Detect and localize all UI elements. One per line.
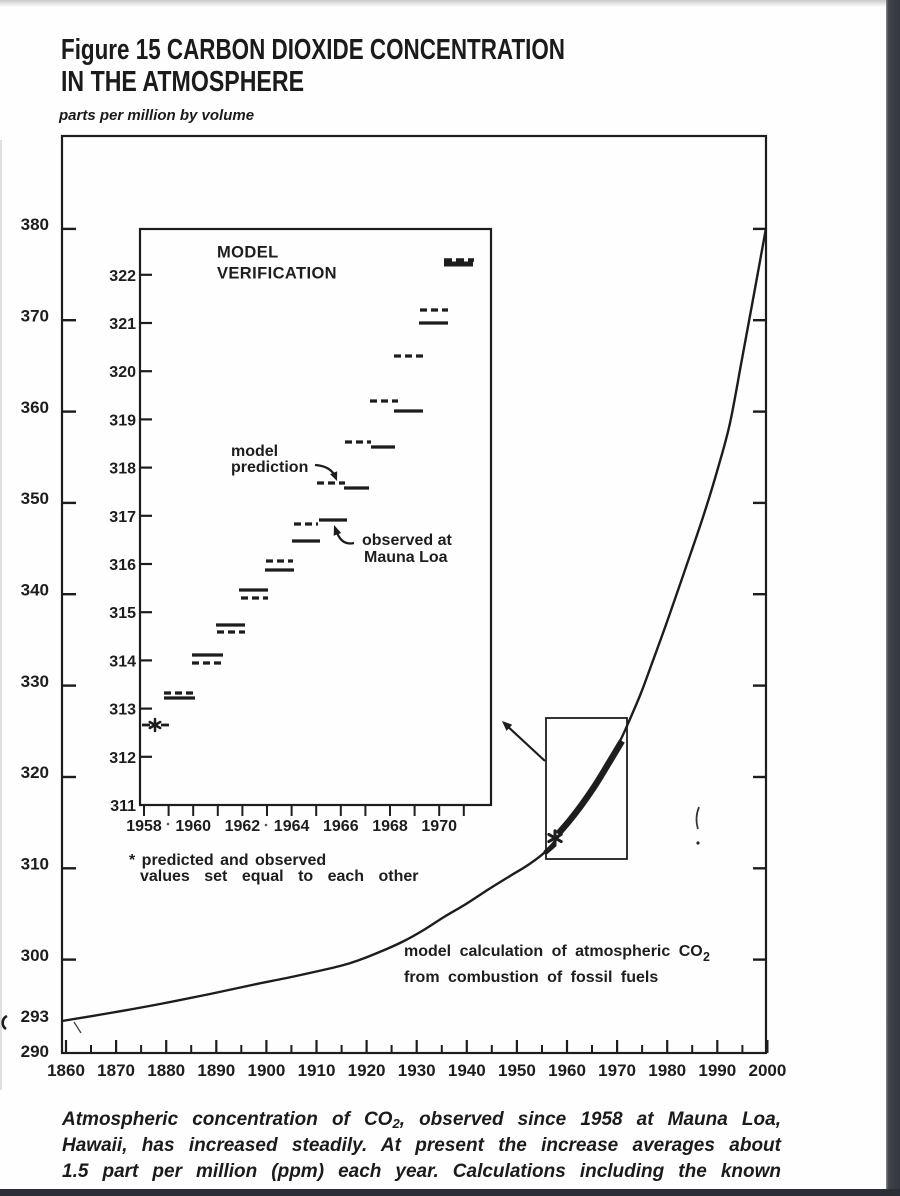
svg-text:Mauna Loa: Mauna Loa — [364, 549, 448, 566]
svg-text:from combustion of fossil fuel: from combustion of fossil fuels — [404, 969, 658, 986]
svg-text:1980: 1980 — [648, 1061, 686, 1080]
svg-text:1966: 1966 — [323, 818, 359, 835]
svg-text:1940: 1940 — [448, 1061, 486, 1080]
svg-text:317: 317 — [109, 509, 136, 526]
svg-text:322: 322 — [109, 268, 136, 285]
svg-text:315: 315 — [109, 605, 136, 622]
svg-text:1970: 1970 — [598, 1061, 636, 1080]
svg-text:314: 314 — [109, 653, 136, 670]
svg-text:1880: 1880 — [147, 1061, 185, 1080]
svg-text:1900: 1900 — [247, 1061, 285, 1080]
svg-text:VERIFICATION: VERIFICATION — [217, 265, 337, 283]
svg-text:2: 2 — [703, 950, 710, 964]
svg-text:values set equal to each other: values set equal to each other — [140, 868, 419, 885]
svg-text:model calculation of atmospher: model calculation of atmospheric CO — [404, 943, 703, 960]
svg-text:293: 293 — [21, 1007, 49, 1026]
svg-text:320: 320 — [21, 763, 49, 782]
svg-text:350: 350 — [21, 489, 49, 508]
svg-text:330: 330 — [21, 672, 49, 691]
svg-text:1958: 1958 — [126, 818, 162, 835]
svg-text:1968: 1968 — [372, 818, 408, 835]
svg-text:370: 370 — [21, 306, 49, 325]
svg-text:321: 321 — [109, 316, 136, 333]
svg-text:290: 290 — [21, 1042, 49, 1061]
svg-text:observed at: observed at — [362, 532, 452, 549]
svg-text:1990: 1990 — [698, 1061, 736, 1080]
svg-text:380: 380 — [21, 215, 49, 234]
svg-text:1920: 1920 — [348, 1061, 386, 1080]
svg-text:313: 313 — [109, 702, 136, 719]
svg-text:* predicted and observed: * predicted and observed — [129, 852, 326, 869]
svg-text:1910: 1910 — [298, 1061, 336, 1080]
svg-text:311: 311 — [110, 798, 136, 815]
svg-text:1890: 1890 — [197, 1061, 235, 1080]
svg-text:MODEL: MODEL — [217, 244, 279, 262]
svg-text:1960: 1960 — [175, 818, 211, 835]
svg-text:320: 320 — [109, 364, 136, 381]
svg-text:1960: 1960 — [548, 1061, 586, 1080]
svg-text:360: 360 — [21, 398, 49, 417]
svg-text:1964: 1964 — [274, 818, 310, 835]
svg-text:2000: 2000 — [748, 1061, 786, 1080]
svg-text:312: 312 — [109, 750, 136, 767]
svg-text:1970: 1970 — [421, 818, 457, 835]
svg-text:340: 340 — [21, 581, 49, 600]
svg-text:1962: 1962 — [225, 818, 261, 835]
svg-text:1870: 1870 — [97, 1061, 135, 1080]
svg-text:1930: 1930 — [398, 1061, 436, 1080]
svg-text:316: 316 — [109, 557, 136, 574]
svg-text:319: 319 — [109, 412, 136, 429]
svg-text:1860: 1860 — [47, 1061, 85, 1080]
svg-text:1950: 1950 — [498, 1061, 536, 1080]
svg-text:300: 300 — [21, 946, 49, 965]
svg-text:model: model — [231, 443, 278, 460]
svg-text:prediction: prediction — [231, 459, 308, 476]
svg-text:310: 310 — [21, 855, 49, 874]
svg-text:318: 318 — [109, 461, 136, 478]
